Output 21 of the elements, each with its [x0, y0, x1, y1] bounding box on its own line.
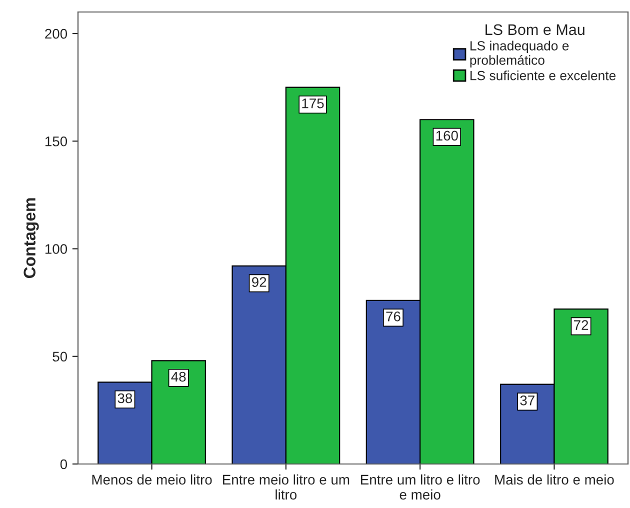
y-tick-label: 0	[60, 459, 68, 470]
data-label: 38	[118, 393, 132, 404]
x-tick-label: Entre meio litro e um litro	[223, 474, 350, 500]
y-axis-title: Contagem	[24, 198, 39, 278]
y-tick-label: 100	[45, 244, 68, 254]
data-label: 37	[520, 395, 534, 406]
y-tick-label: 50	[52, 352, 68, 362]
y-tick-label: 200	[45, 28, 68, 39]
x-tick-label: Entre um litro e litro e meio	[361, 474, 480, 500]
x-tick-label: Menos de meio litro	[92, 474, 212, 485]
data-label: 160	[436, 130, 458, 141]
y-tick-label: 150	[45, 136, 68, 146]
data-label: 92	[252, 277, 266, 287]
data-label: 175	[302, 98, 324, 108]
legend-label: LS suficiente e excelente	[470, 70, 616, 80]
data-label: 72	[574, 320, 588, 330]
legend-label: LS inadequado e problemático	[470, 40, 569, 68]
data-label: 48	[171, 372, 186, 382]
legend-title: LS Bom e Mau	[486, 24, 584, 36]
data-label: 76	[386, 312, 400, 322]
x-tick-label: Mais de litro e meio	[495, 474, 614, 485]
